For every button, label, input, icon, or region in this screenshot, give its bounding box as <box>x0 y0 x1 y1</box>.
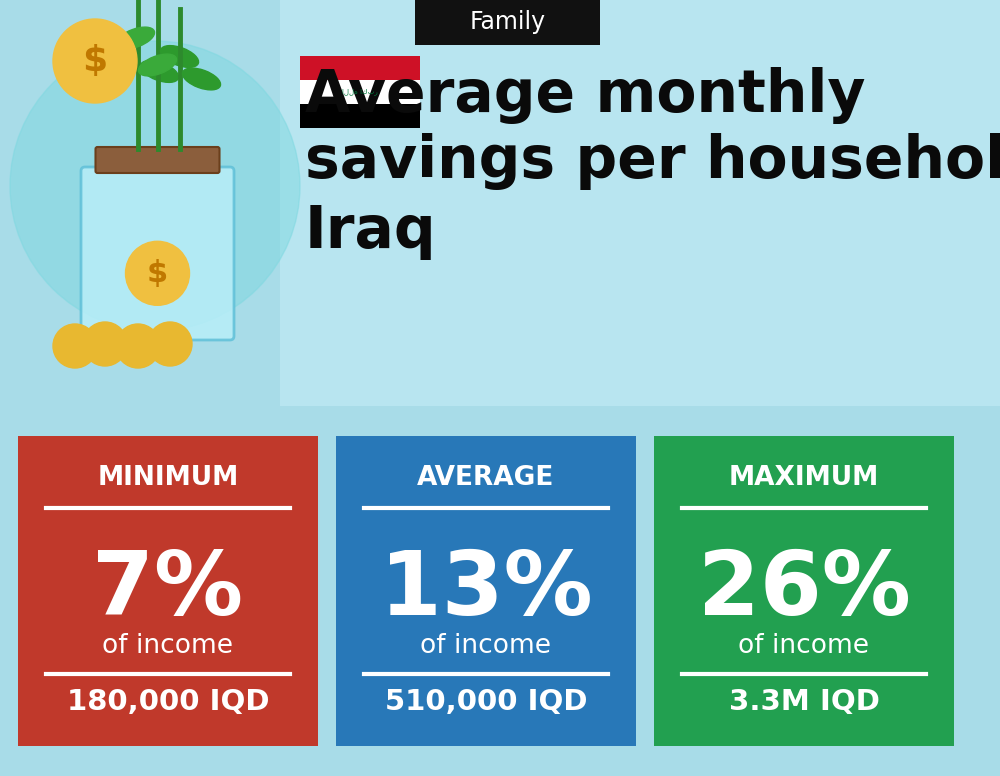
Text: of income: of income <box>103 633 234 659</box>
Text: $: $ <box>82 44 108 78</box>
FancyBboxPatch shape <box>81 167 234 340</box>
Ellipse shape <box>182 68 221 90</box>
Circle shape <box>53 324 97 368</box>
Text: Iraq: Iraq <box>305 203 437 259</box>
Text: of income: of income <box>420 633 552 659</box>
Text: 3.3M IQD: 3.3M IQD <box>729 688 879 716</box>
Circle shape <box>116 324 160 368</box>
Text: MAXIMUM: MAXIMUM <box>729 465 879 491</box>
Bar <box>280 0 1000 406</box>
Bar <box>300 104 420 128</box>
Bar <box>18 436 318 746</box>
Text: AVERAGE: AVERAGE <box>417 465 555 491</box>
Ellipse shape <box>138 54 177 76</box>
Text: Family: Family <box>469 11 546 34</box>
Text: 180,000 IQD: 180,000 IQD <box>67 688 269 716</box>
Circle shape <box>10 41 300 331</box>
Bar <box>654 436 954 746</box>
Text: Average monthly: Average monthly <box>305 68 865 124</box>
Ellipse shape <box>140 61 179 82</box>
Circle shape <box>53 19 137 103</box>
Text: $: $ <box>147 259 168 288</box>
Ellipse shape <box>116 27 155 49</box>
Text: 510,000 IQD: 510,000 IQD <box>385 688 587 716</box>
Circle shape <box>83 322 127 366</box>
Circle shape <box>148 322 192 366</box>
Ellipse shape <box>160 46 199 68</box>
Bar <box>415 0 600 45</box>
Text: savings per household in: savings per household in <box>305 133 1000 189</box>
Text: MINIMUM: MINIMUM <box>97 465 239 491</box>
Text: 26%: 26% <box>698 548 910 635</box>
Text: 13%: 13% <box>380 548 592 635</box>
Ellipse shape <box>96 45 135 67</box>
Circle shape <box>126 241 190 305</box>
Text: of income: of income <box>738 633 870 659</box>
Text: 7%: 7% <box>92 548 244 635</box>
Bar <box>300 56 420 80</box>
FancyBboxPatch shape <box>96 147 220 173</box>
Bar <box>300 80 420 104</box>
Text: الله اكبر: الله اكبر <box>342 88 378 95</box>
Bar <box>336 436 636 746</box>
